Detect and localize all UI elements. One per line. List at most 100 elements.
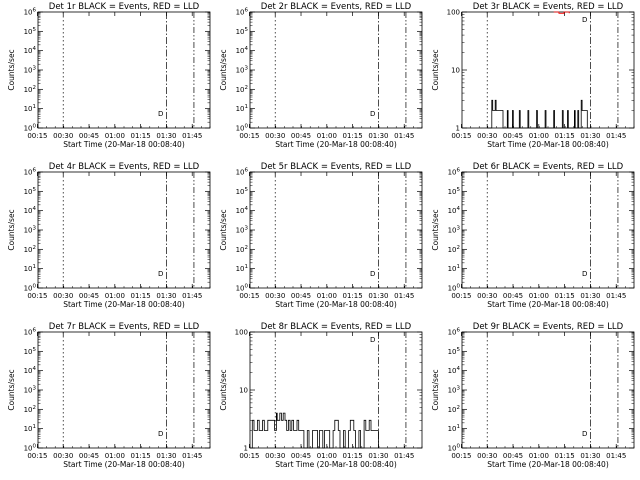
chart-panel-7: Det 7r BLACK = Events, RED = LLD Counts/s… (7, 322, 211, 469)
x-tick-label: 00:30 (477, 292, 497, 300)
x-tick-label: 00:45 (503, 452, 523, 460)
chart-panel-1: Det 1r BLACK = Events, RED = LLD Counts/s… (7, 2, 211, 149)
x-tick-label: 01:00 (105, 292, 125, 300)
attenuator-annotation: D (158, 110, 163, 118)
attenuator-annotation: D (582, 430, 587, 438)
x-axis-label: Start Time (20-Mar-18 00:08:40) (487, 140, 609, 149)
x-tick-label: 01:15 (343, 452, 363, 460)
x-tick-label: 01:30 (156, 132, 176, 140)
y-tick-label: 1 (456, 125, 460, 133)
x-tick-label: 00:45 (79, 292, 99, 300)
y-tick-label: 106 (236, 168, 249, 177)
attenuator-annotation: D (158, 270, 163, 278)
y-tick-label: 102 (448, 405, 460, 414)
x-tick-label: 01:00 (317, 292, 337, 300)
x-tick-label: 01:15 (131, 292, 151, 300)
y-tick-label: 104 (236, 46, 249, 55)
x-tick-label: 01:45 (394, 452, 414, 460)
x-tick-label: 00:15 (27, 452, 47, 460)
chart-title: Det 7r BLACK = Events, RED = LLD (49, 322, 200, 332)
x-tick-label: 01:00 (105, 452, 125, 460)
y-tick-label: 104 (236, 206, 249, 215)
chart-title: Det 9r BLACK = Events, RED = LLD (473, 322, 624, 332)
y-tick-label: 102 (24, 405, 36, 414)
y-tick-label: 100 (236, 124, 249, 133)
x-tick-label: 01:15 (555, 292, 575, 300)
series-events-line (487, 99, 591, 129)
plot-frame (37, 331, 211, 449)
y-tick-label: 106 (236, 8, 249, 17)
x-tick-label: 00:45 (291, 132, 311, 140)
x-axis-label: Start Time (20-Mar-18 00:08:40) (487, 460, 609, 469)
chart-panel-8: Det 8r BLACK = Events, RED = LLD Counts/s… (219, 322, 423, 469)
chart-panel-4: Det 4r BLACK = Events, RED = LLD Counts/s… (7, 162, 211, 309)
x-tick-label: 01:15 (555, 132, 575, 140)
plot-frame (249, 11, 423, 129)
x-tick-label: 00:30 (53, 292, 73, 300)
x-tick-label: 00:45 (79, 132, 99, 140)
x-axis-label: Start Time (20-Mar-18 00:08:40) (275, 460, 397, 469)
x-tick-label: 00:45 (291, 452, 311, 460)
y-tick-label: 100 (24, 444, 37, 453)
y-tick-label: 100 (24, 284, 37, 293)
x-tick-label: 00:15 (451, 452, 471, 460)
y-tick-label: 105 (24, 187, 37, 196)
plot-frame (461, 11, 635, 129)
y-tick-label: 105 (448, 347, 461, 356)
y-tick-label: 100 (24, 124, 37, 133)
y-tick-label: 106 (448, 168, 461, 177)
x-tick-label: 00:30 (265, 132, 285, 140)
y-tick-label: 105 (24, 27, 37, 36)
y-tick-label: 106 (24, 8, 37, 17)
chart-title: Det 8r BLACK = Events, RED = LLD (261, 322, 412, 332)
plot-frame (37, 11, 211, 129)
y-axis-label: Counts/sec (7, 49, 16, 90)
x-tick-label: 01:00 (529, 452, 549, 460)
chart-panel-6: Det 6r BLACK = Events, RED = LLD Counts/s… (431, 162, 635, 309)
x-tick-label: 01:30 (580, 132, 600, 140)
x-tick-label: 01:00 (105, 132, 125, 140)
y-tick-label: 100 (236, 284, 249, 293)
attenuator-annotation: D (158, 430, 163, 438)
x-tick-label: 01:45 (606, 452, 626, 460)
x-tick-label: 01:45 (182, 132, 202, 140)
y-axis-label: Counts/sec (219, 209, 228, 250)
y-tick-label: 106 (24, 168, 37, 177)
x-tick-label: 00:45 (503, 292, 523, 300)
y-tick-label: 105 (24, 347, 37, 356)
y-tick-label: 104 (448, 366, 461, 375)
x-tick-label: 01:15 (131, 132, 151, 140)
x-axis-label: Start Time (20-Mar-18 00:08:40) (275, 300, 397, 309)
chart-title: Det 4r BLACK = Events, RED = LLD (49, 162, 200, 172)
y-tick-label: 105 (236, 187, 249, 196)
y-tick-label: 103 (236, 66, 249, 75)
chart-panel-3: Det 3r BLACK = Events, RED = LLD Counts/s… (431, 2, 635, 149)
x-tick-label: 01:30 (368, 132, 388, 140)
y-axis-label: Counts/sec (7, 209, 16, 250)
y-tick-label: 100 (448, 444, 461, 453)
x-axis-label: Start Time (20-Mar-18 00:08:40) (63, 300, 185, 309)
x-tick-label: 01:15 (131, 452, 151, 460)
y-tick-label: 103 (236, 226, 249, 235)
x-tick-label: 01:30 (368, 452, 388, 460)
x-tick-label: 00:30 (477, 132, 497, 140)
x-tick-label: 01:45 (394, 292, 414, 300)
y-tick-label: 102 (24, 85, 36, 94)
x-tick-label: 01:00 (317, 132, 337, 140)
y-axis-label: Counts/sec (219, 49, 228, 90)
x-tick-label: 00:30 (53, 132, 73, 140)
y-tick-label: 103 (24, 66, 37, 75)
y-tick-label: 100 (448, 284, 461, 293)
attenuator-annotation: D (370, 336, 375, 344)
y-tick-label: 104 (24, 206, 37, 215)
y-tick-label: 101 (448, 424, 460, 433)
y-tick-label: 101 (448, 264, 460, 273)
plot-frame (461, 331, 635, 449)
x-axis-label: Start Time (20-Mar-18 00:08:40) (275, 140, 397, 149)
y-tick-label: 101 (24, 424, 36, 433)
y-tick-label: 101 (236, 104, 248, 113)
y-tick-label: 101 (236, 264, 248, 273)
chart-title: Det 2r BLACK = Events, RED = LLD (261, 2, 412, 12)
y-tick-label: 10 (239, 387, 248, 395)
